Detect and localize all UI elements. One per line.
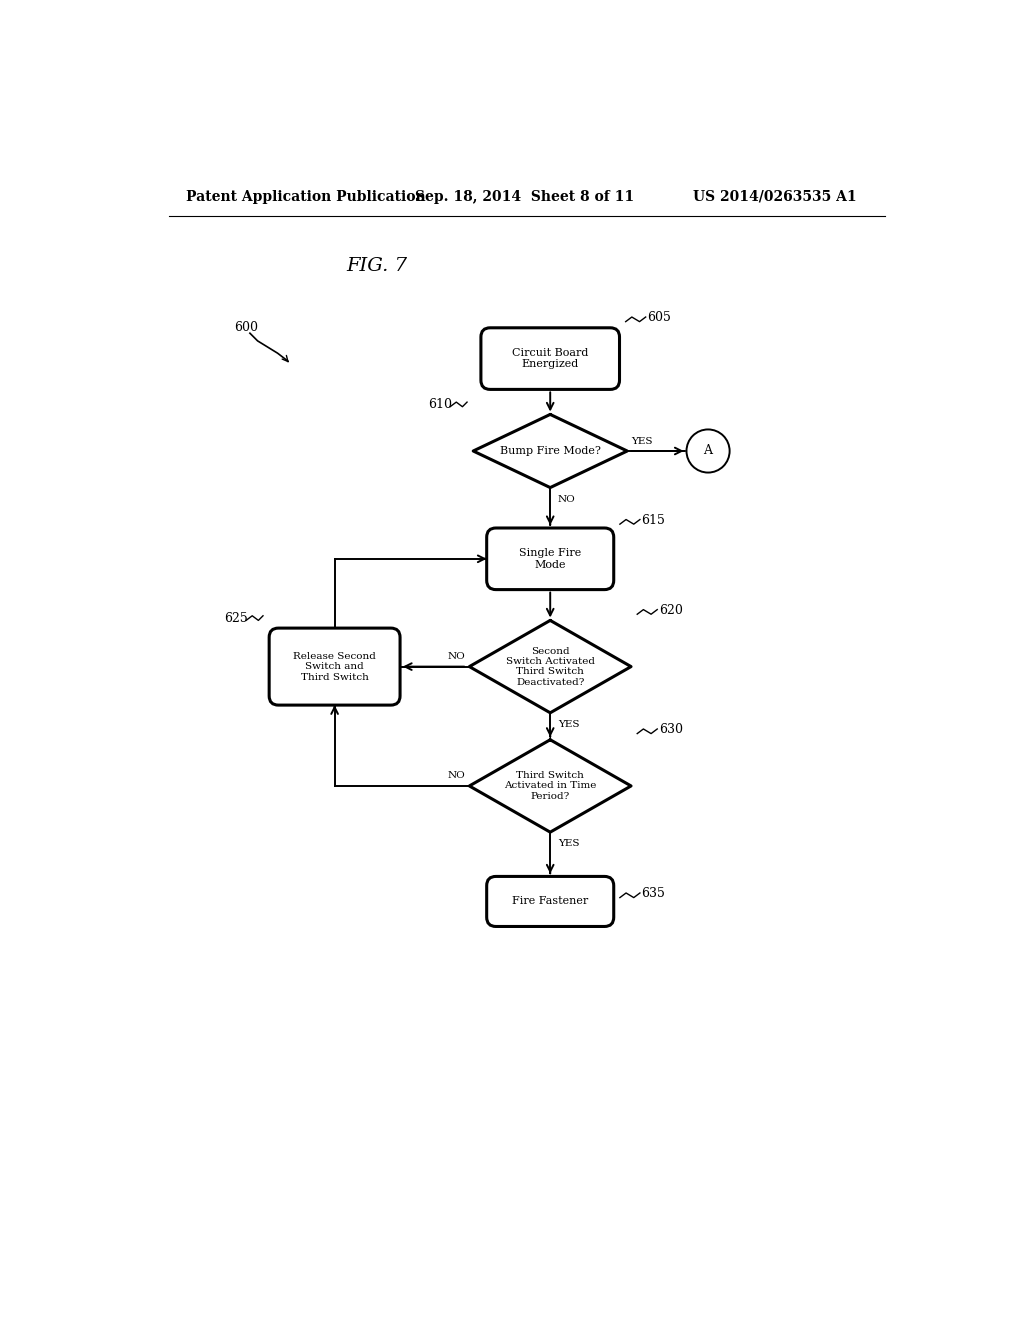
Text: US 2014/0263535 A1: US 2014/0263535 A1 <box>692 190 856 203</box>
Text: 620: 620 <box>658 603 683 616</box>
FancyBboxPatch shape <box>486 876 613 927</box>
Text: 605: 605 <box>647 312 671 325</box>
Text: YES: YES <box>558 719 580 729</box>
Text: Second
Switch Activated
Third Switch
Deactivated?: Second Switch Activated Third Switch Dea… <box>506 647 595 686</box>
Text: 600: 600 <box>234 321 258 334</box>
Text: Bump Fire Mode?: Bump Fire Mode? <box>500 446 601 455</box>
FancyBboxPatch shape <box>486 528 613 590</box>
Text: YES: YES <box>631 437 652 446</box>
Text: 610: 610 <box>429 397 453 411</box>
Text: Third Switch
Activated in Time
Period?: Third Switch Activated in Time Period? <box>504 771 596 801</box>
Text: NO: NO <box>447 771 466 780</box>
Text: Single Fire
Mode: Single Fire Mode <box>519 548 582 570</box>
Circle shape <box>686 429 730 473</box>
Polygon shape <box>473 414 628 487</box>
Text: NO: NO <box>558 495 575 504</box>
Text: 635: 635 <box>641 887 666 900</box>
Text: Circuit Board
Energized: Circuit Board Energized <box>512 347 589 370</box>
Text: Sep. 18, 2014  Sheet 8 of 11: Sep. 18, 2014 Sheet 8 of 11 <box>416 190 635 203</box>
Text: Release Second
Switch and
Third Switch: Release Second Switch and Third Switch <box>293 652 376 681</box>
Text: 615: 615 <box>641 513 666 527</box>
Text: FIG. 7: FIG. 7 <box>346 257 408 275</box>
Text: A: A <box>703 445 713 458</box>
Text: YES: YES <box>558 840 580 849</box>
FancyBboxPatch shape <box>481 327 620 389</box>
FancyBboxPatch shape <box>269 628 400 705</box>
Polygon shape <box>469 739 631 832</box>
Text: 625: 625 <box>224 611 248 624</box>
Text: Fire Fastener: Fire Fastener <box>512 896 589 907</box>
Text: Patent Application Publication: Patent Application Publication <box>186 190 426 203</box>
Text: NO: NO <box>447 652 466 661</box>
Text: 630: 630 <box>658 723 683 737</box>
Polygon shape <box>469 620 631 713</box>
